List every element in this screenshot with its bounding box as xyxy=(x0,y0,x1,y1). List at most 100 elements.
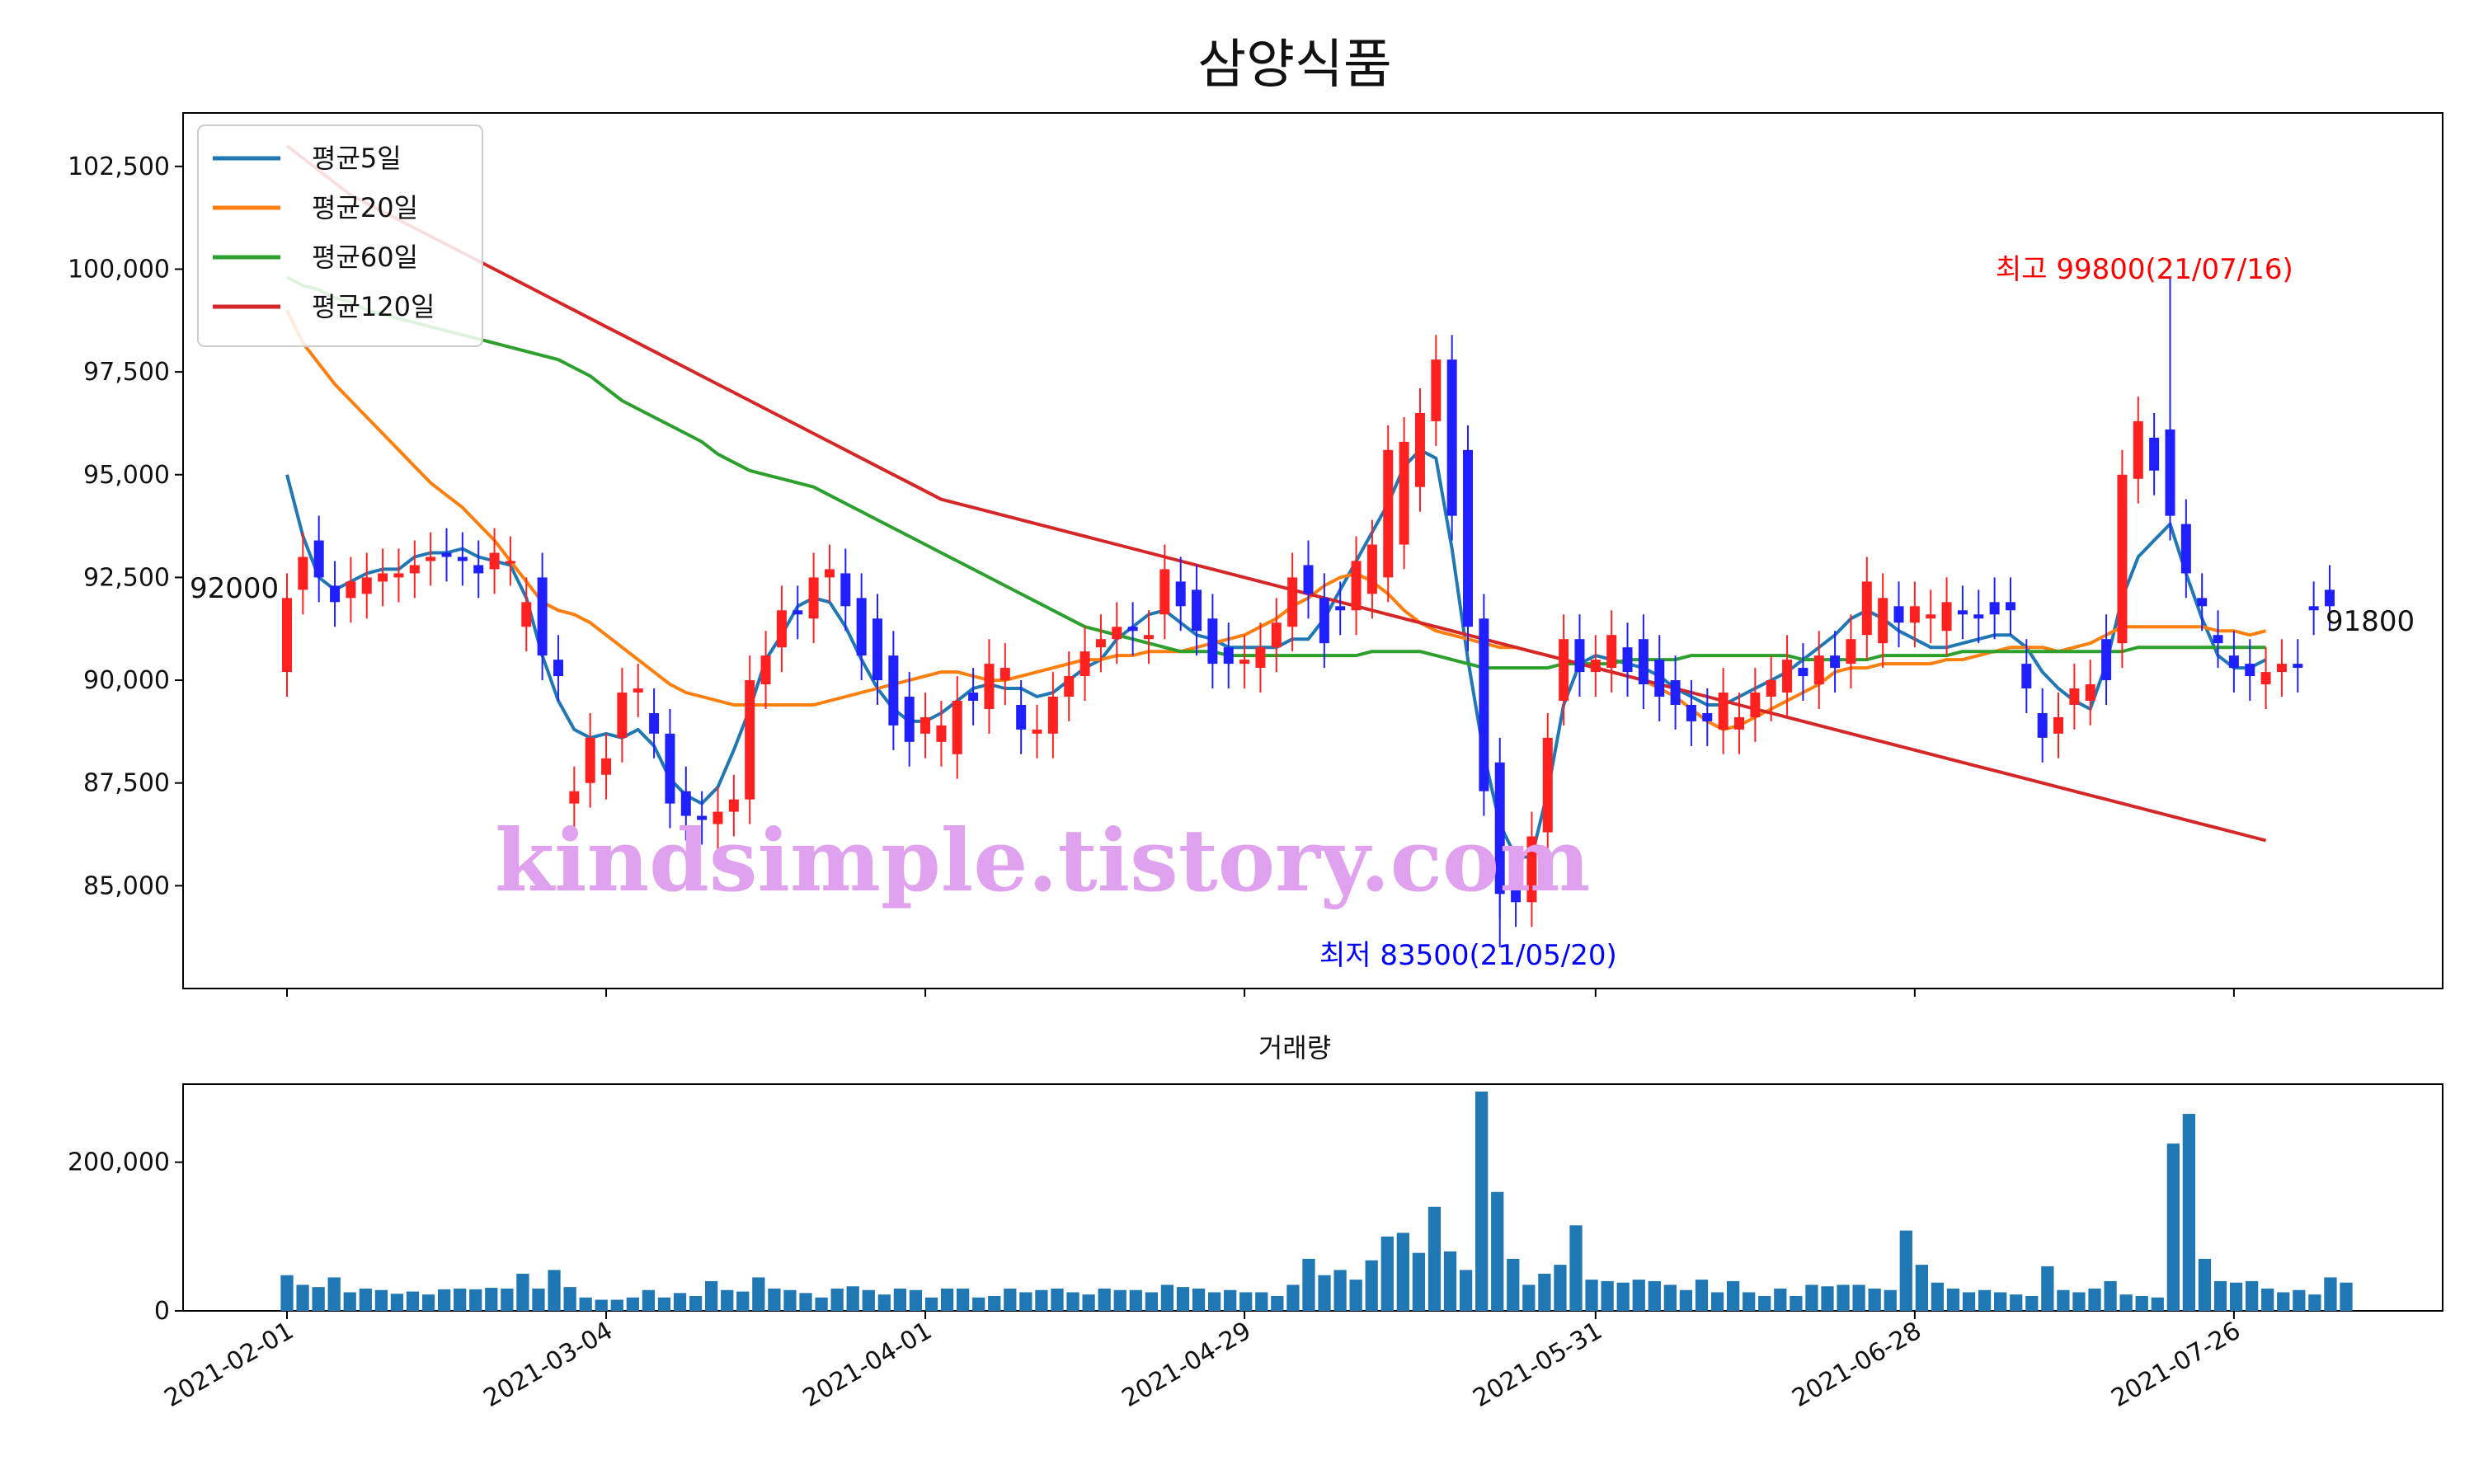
volume-bar xyxy=(563,1287,576,1311)
candle-body xyxy=(2228,655,2239,669)
volume-bar xyxy=(1522,1284,1536,1311)
candle-body xyxy=(441,552,452,557)
volume-bar xyxy=(689,1295,703,1311)
candle-body xyxy=(968,693,979,701)
volume-bar xyxy=(1098,1288,1111,1311)
candle-body xyxy=(872,618,883,681)
candle-body xyxy=(313,540,324,578)
x-tick-label: 2021-06-28 xyxy=(1787,1317,1926,1413)
volume-bar xyxy=(1035,1289,1048,1311)
volume-bar xyxy=(752,1277,765,1311)
legend-label: 평균60일 xyxy=(312,242,418,273)
candle-body xyxy=(1526,836,1537,903)
volume-bar xyxy=(1255,1292,1268,1311)
volume-title: 거래량 xyxy=(1258,1032,1331,1064)
volume-bar xyxy=(830,1288,844,1311)
candle-body xyxy=(617,693,628,738)
candle-body xyxy=(665,733,675,804)
volume-bar xyxy=(909,1289,923,1311)
chart-title: 삼양식품 xyxy=(1197,35,1392,96)
candle-body xyxy=(2085,684,2095,701)
candle-body xyxy=(378,573,388,582)
candle-body xyxy=(680,791,691,816)
candle-body xyxy=(1016,704,1027,730)
volume-bar xyxy=(406,1291,420,1311)
candle-body xyxy=(521,602,532,627)
candle-body xyxy=(473,565,484,574)
candlesticks xyxy=(282,277,2335,948)
candle-body xyxy=(984,664,995,709)
candle-body xyxy=(649,712,660,734)
price-y-tick-label: 95,000 xyxy=(83,461,170,490)
x-tick-label: 2021-05-31 xyxy=(1468,1317,1606,1413)
candle-body xyxy=(793,610,803,615)
candle-body xyxy=(1926,614,1936,619)
volume-bar xyxy=(1538,1273,1551,1311)
candle-body xyxy=(2293,664,2303,669)
volume-y-tick-label: 200,000 xyxy=(68,1148,170,1177)
candle-body xyxy=(1159,569,1170,615)
volume-bar xyxy=(1805,1284,1818,1311)
candle-body xyxy=(1846,639,1856,665)
candle-body xyxy=(489,552,500,570)
candle-body xyxy=(1559,639,1569,701)
candle-body xyxy=(2101,639,2112,681)
volume-bar xyxy=(2246,1280,2259,1311)
volume-bar xyxy=(2041,1266,2054,1311)
volume-bar xyxy=(1427,1206,1442,1311)
price-y-tick-label: 100,000 xyxy=(68,255,170,284)
candle-body xyxy=(1813,655,1824,685)
candle-body xyxy=(1463,449,1474,627)
volume-bar xyxy=(1695,1280,1709,1311)
candle-body xyxy=(426,556,436,561)
volume-bar xyxy=(610,1299,623,1311)
volume-bar xyxy=(2277,1292,2290,1311)
candle-body xyxy=(1271,622,1282,648)
volume-bar xyxy=(893,1288,907,1311)
volume-bar xyxy=(1743,1292,1756,1311)
volume-bar xyxy=(1302,1258,1315,1311)
candle-body xyxy=(697,815,708,820)
candle-body xyxy=(1335,606,1346,611)
x-tick-label: 2021-02-01 xyxy=(160,1317,299,1413)
volume-bar xyxy=(673,1293,687,1311)
volume-bar xyxy=(454,1288,467,1311)
price-x-axis xyxy=(286,989,2235,997)
price-y-tick-label: 85,000 xyxy=(83,871,170,900)
candle-body xyxy=(856,598,867,656)
volume-bar xyxy=(1585,1280,1598,1311)
price-panel: 85,000 87,500 90,000 92,500 95,000 97,500 100,… xyxy=(68,112,2443,997)
volume-bar xyxy=(1239,1292,1253,1311)
volume-bar xyxy=(532,1288,545,1311)
volume-bar xyxy=(1601,1280,1614,1311)
volume-bar xyxy=(1616,1282,1630,1311)
volume-bar xyxy=(657,1297,671,1311)
volume-bar xyxy=(1899,1230,1912,1311)
x-tick-label: 2021-04-01 xyxy=(798,1317,937,1413)
candle-body xyxy=(361,577,372,594)
volume-bar xyxy=(1569,1225,1583,1311)
volume-bar xyxy=(736,1291,750,1311)
candle-body xyxy=(2021,664,2032,689)
candle-body xyxy=(1718,693,1729,730)
volume-bar xyxy=(768,1288,781,1311)
volume-bar xyxy=(1962,1292,1976,1311)
candle-body xyxy=(1590,660,1601,673)
candle-body xyxy=(745,680,755,800)
volume-bar xyxy=(2293,1289,2306,1311)
candle-body xyxy=(601,758,612,775)
candle-body xyxy=(1606,635,1617,669)
volume-bar xyxy=(1632,1280,1645,1311)
candle-body xyxy=(2005,602,2015,611)
candle-body xyxy=(505,561,515,564)
volume-bar xyxy=(2072,1292,2086,1311)
volume-bar xyxy=(2213,1280,2227,1311)
volume-bar xyxy=(1946,1288,1960,1311)
volume-bar xyxy=(2104,1280,2117,1311)
volume-bar xyxy=(972,1297,985,1311)
candle-body xyxy=(553,660,563,677)
volume-bar xyxy=(1663,1284,1677,1311)
volume-bar xyxy=(721,1289,734,1311)
